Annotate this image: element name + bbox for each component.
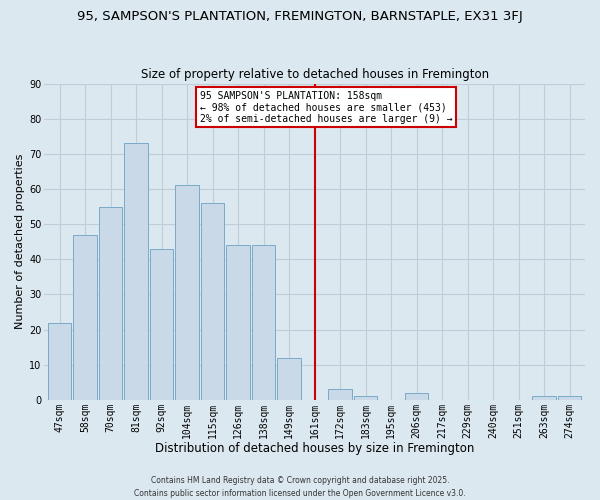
Y-axis label: Number of detached properties: Number of detached properties (15, 154, 25, 330)
X-axis label: Distribution of detached houses by size in Fremington: Distribution of detached houses by size … (155, 442, 475, 455)
Bar (532, 396, 556, 400)
Bar (175, 186, 199, 400)
Bar (73, 234, 97, 400)
Title: Size of property relative to detached houses in Fremington: Size of property relative to detached ho… (140, 68, 489, 81)
Bar (150, 248, 173, 400)
Bar (124, 144, 148, 400)
Bar (328, 390, 352, 400)
Bar (48, 322, 71, 400)
Bar (252, 245, 275, 400)
Text: 95, SAMPSON'S PLANTATION, FREMINGTON, BARNSTAPLE, EX31 3FJ: 95, SAMPSON'S PLANTATION, FREMINGTON, BA… (77, 10, 523, 23)
Text: 95 SAMPSON'S PLANTATION: 158sqm
← 98% of detached houses are smaller (453)
2% of: 95 SAMPSON'S PLANTATION: 158sqm ← 98% of… (200, 90, 452, 124)
Bar (226, 245, 250, 400)
Text: Contains HM Land Registry data © Crown copyright and database right 2025.
Contai: Contains HM Land Registry data © Crown c… (134, 476, 466, 498)
Bar (558, 396, 581, 400)
Bar (354, 396, 377, 400)
Bar (201, 203, 224, 400)
Bar (99, 206, 122, 400)
Bar (277, 358, 301, 400)
Bar (405, 393, 428, 400)
